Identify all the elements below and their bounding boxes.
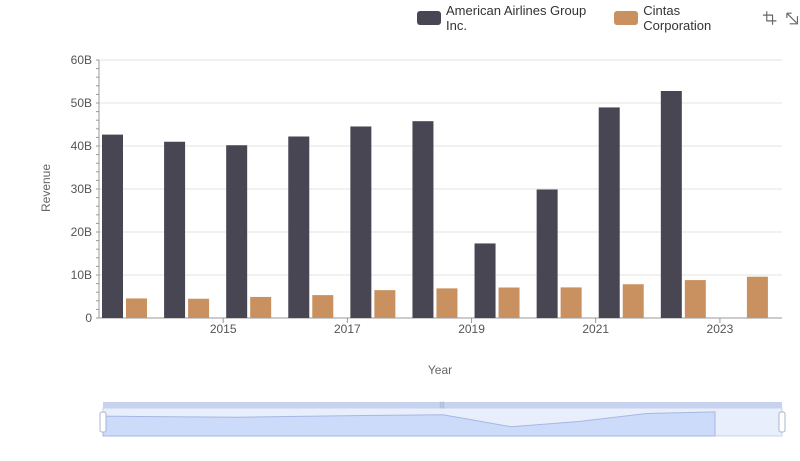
y-tick-label: 50B [71, 96, 92, 110]
bar-american-airlines-2016[interactable] [226, 145, 248, 318]
bar-american-airlines-2020[interactable] [474, 243, 496, 318]
grid-lines [99, 59, 782, 319]
bar-cintas-2018[interactable] [374, 290, 396, 318]
bar-american-airlines-2023[interactable] [660, 91, 682, 319]
bar-cintas-2015[interactable] [188, 298, 210, 318]
y-tick-label: 10B [71, 268, 92, 282]
legend-swatch [417, 11, 442, 25]
bar-cintas-2021[interactable] [560, 287, 582, 318]
bar-american-airlines-2022[interactable] [598, 107, 620, 318]
bar-cintas-2016[interactable] [250, 296, 272, 318]
y-tick-label: 30B [71, 182, 92, 196]
bar-cintas-2022[interactable] [622, 284, 644, 318]
y-axis-label: Revenue [39, 164, 53, 212]
slider-handle-right[interactable] [778, 411, 786, 433]
legend-item-cintas[interactable]: Cintas Corporation [614, 3, 747, 33]
bar-cintas-2019[interactable] [436, 288, 458, 318]
legend-swatch [614, 11, 639, 25]
legend-label: American Airlines Group Inc. [446, 3, 587, 33]
y-axis: 0 10B 20B 30B 40B 50B 60B [71, 53, 100, 325]
bar-american-airlines-2015[interactable] [164, 141, 186, 318]
bars[interactable] [102, 91, 768, 319]
bar-cintas-2017[interactable] [312, 295, 334, 318]
legend-label: Cintas Corporation [643, 3, 712, 33]
slider-grip-icon[interactable]: ||| [439, 402, 445, 409]
legend: American Airlines Group Inc. Cintas Corp… [417, 3, 800, 33]
bar-cintas-2024[interactable] [746, 276, 768, 318]
slider-selection[interactable] [103, 402, 782, 408]
x-axis-label: Year [428, 363, 452, 377]
bar-american-airlines-2021[interactable] [536, 189, 558, 318]
x-tick-label: 2023 [707, 322, 734, 336]
data-zoom-slider[interactable]: ||| [99, 402, 786, 437]
bar-cintas-2023[interactable] [684, 280, 706, 318]
zoom-icon[interactable] [761, 9, 778, 27]
slider-data-shadow [102, 411, 716, 437]
y-tick-label: 60B [71, 53, 92, 67]
legend-item-american-airlines[interactable]: American Airlines Group Inc. [417, 3, 604, 33]
bar-american-airlines-2018[interactable] [350, 126, 372, 318]
x-tick-label: 2015 [210, 322, 237, 336]
x-tick-label: 2017 [334, 322, 361, 336]
bar-american-airlines-2017[interactable] [288, 136, 310, 318]
x-tick-label: 2021 [582, 322, 609, 336]
slider-handle-left[interactable] [99, 411, 107, 433]
bar-american-airlines-2019[interactable] [412, 121, 434, 319]
y-tick-label: 0 [85, 311, 92, 325]
bar-cintas-2020[interactable] [498, 287, 520, 318]
x-axis: 2015 2017 2019 2021 2023 [99, 317, 782, 336]
x-tick-label: 2019 [458, 322, 485, 336]
zoom-reset-icon[interactable] [783, 9, 800, 27]
bar-american-airlines-2014[interactable] [102, 134, 123, 318]
y-tick-label: 40B [71, 139, 92, 153]
y-tick-label: 20B [71, 225, 92, 239]
bar-cintas-2014[interactable] [126, 298, 147, 318]
